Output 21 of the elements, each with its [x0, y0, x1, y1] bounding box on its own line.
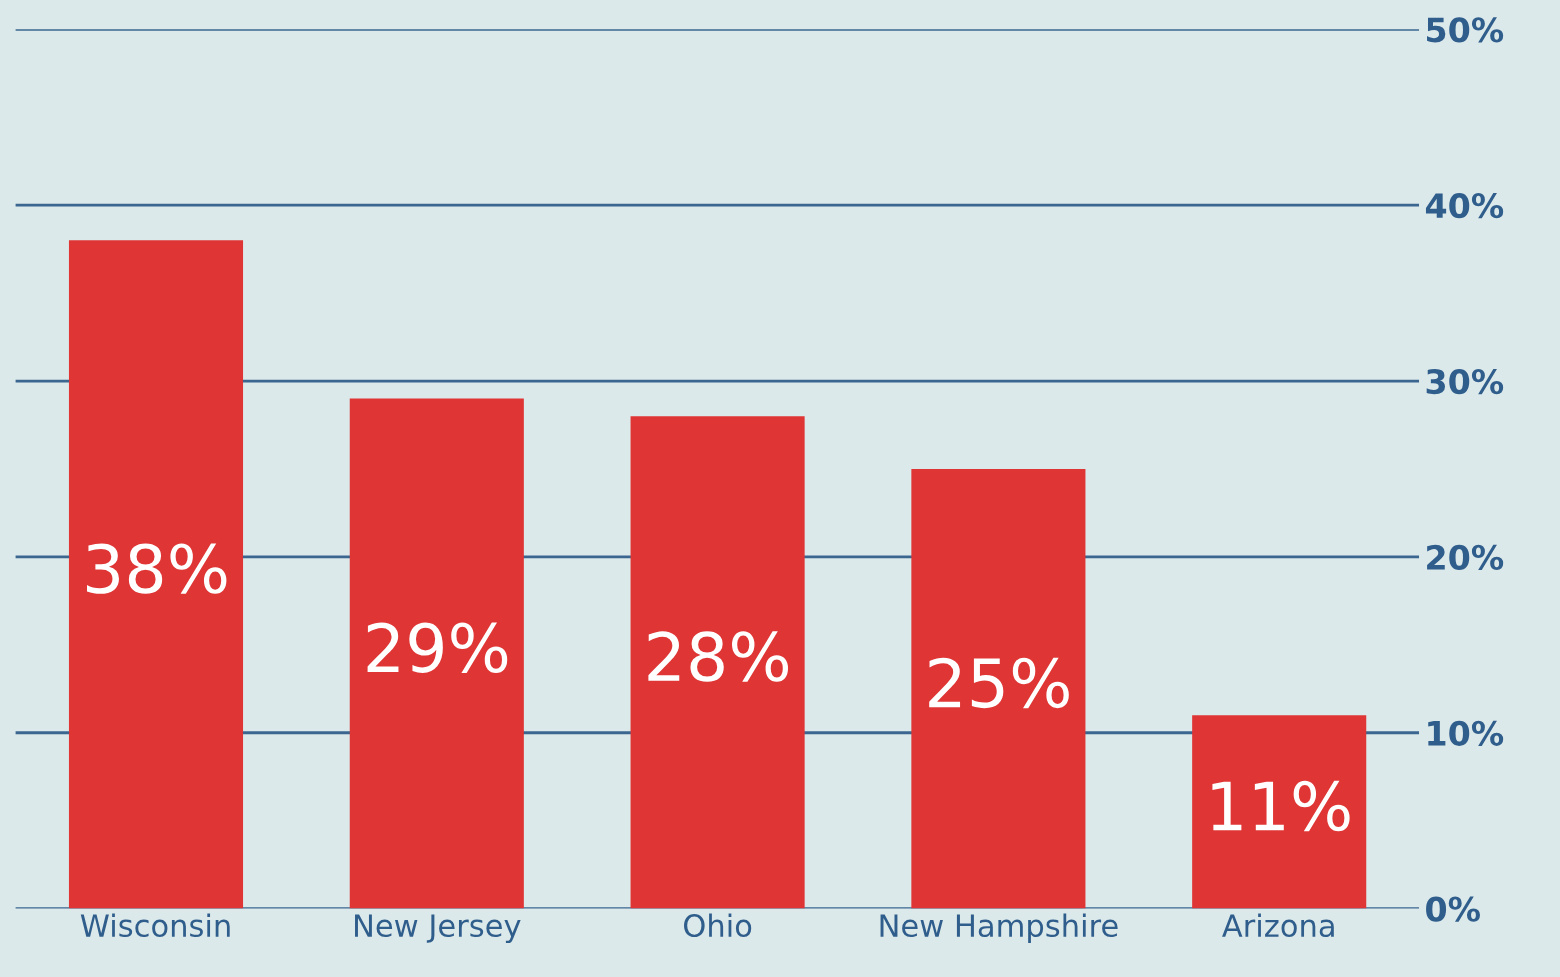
y-tick-label: 20% [1427, 544, 1504, 571]
bar [349, 398, 524, 909]
data-label: 28% [648, 631, 789, 682]
x-tick-label: New Jersey [355, 914, 521, 944]
x-tick-label: Arizona [1222, 913, 1334, 938]
x-tick-label: Wisconsin [80, 913, 230, 938]
bar [68, 240, 244, 909]
data-label: 38% [86, 543, 227, 594]
data-label: 11% [1212, 780, 1350, 832]
x-tick-label: Ohio [684, 913, 752, 938]
bar [1192, 715, 1367, 909]
y-tick-label: 50% [1427, 17, 1504, 43]
y-tick-label: 40% [1425, 193, 1504, 219]
bar [630, 416, 805, 909]
y-tick-label: 30% [1426, 368, 1504, 395]
data-label: 29% [367, 622, 508, 673]
x-tick-label: New Hampshire [880, 913, 1118, 944]
y-tick-label: 0% [1426, 896, 1480, 922]
data-label: 25% [929, 657, 1069, 709]
y-tick-label: 10% [1428, 720, 1504, 746]
bar [911, 468, 1086, 909]
